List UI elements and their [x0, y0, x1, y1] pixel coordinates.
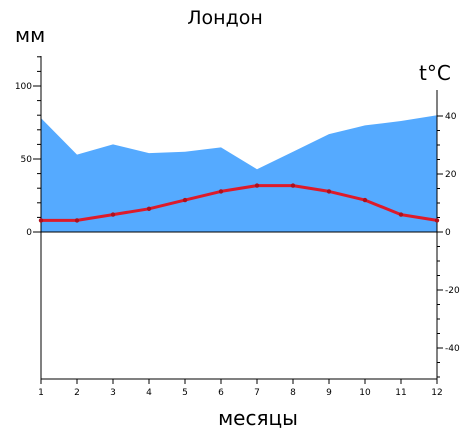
right-axis-label: t°C [419, 61, 451, 85]
left-axis-tick-label: 0 [26, 228, 32, 238]
temperature-point [326, 189, 332, 194]
x-axis-tick-label: 8 [290, 388, 296, 398]
right-axis-tick-label: 20 [445, 170, 457, 180]
temperature-point [290, 183, 296, 188]
temperature-point [218, 189, 224, 194]
chart-title: Лондон [187, 7, 263, 29]
x-axis-tick-label: 4 [146, 388, 152, 398]
x-axis-tick-label: 6 [218, 388, 224, 398]
x-axis-label: месяцы [218, 406, 298, 430]
x-axis-tick-label: 9 [326, 388, 332, 398]
right-axis-tick-label: 0 [445, 228, 451, 238]
temperature-point [362, 197, 368, 203]
temperature-point [182, 197, 188, 203]
temperature-point [398, 212, 404, 217]
temperature-point [254, 183, 260, 188]
left-axis-tick-label: 50 [21, 155, 33, 165]
temperature-point [38, 218, 44, 223]
precipitation-area [41, 115, 437, 232]
x-axis-tick-label: 5 [182, 388, 188, 398]
x-axis-tick-label: 2 [74, 388, 80, 398]
temperature-point [434, 218, 440, 223]
x-axis-tick-label: 11 [395, 388, 406, 398]
right-axis-tick-label: -20 [445, 286, 460, 296]
left-axis-tick-label: 100 [15, 82, 32, 92]
temperature-line [41, 184, 438, 222]
right-axis-tick-label: 40 [445, 112, 457, 122]
temperature-point [110, 212, 116, 217]
x-axis-tick-label: 10 [359, 388, 371, 398]
x-axis-tick-label: 1 [38, 388, 44, 398]
x-axis-tick-label: 3 [110, 388, 116, 398]
x-axis-tick-label: 12 [431, 388, 442, 398]
x-axis-tick-label: 7 [254, 388, 260, 398]
left-axis-label: мм [15, 23, 45, 47]
temperature-point [146, 206, 152, 211]
right-axis-tick-label: -40 [445, 344, 460, 354]
temperature-point [74, 218, 80, 223]
